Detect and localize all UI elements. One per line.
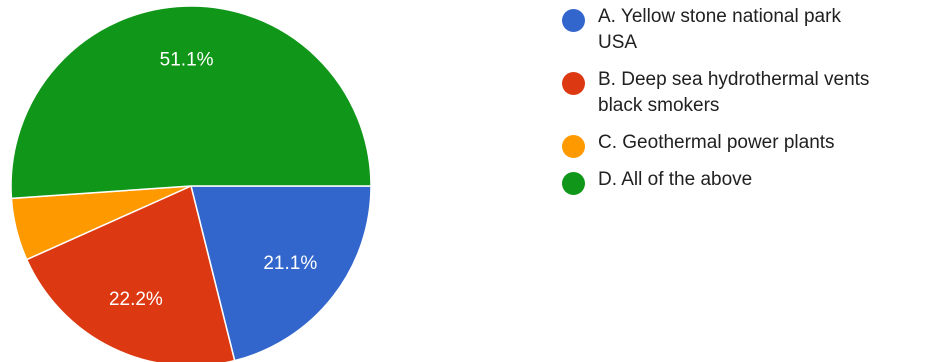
pie-slice-a[interactable] <box>190 185 372 362</box>
legend-label-b-line2: black smokers <box>598 95 720 116</box>
legend-label-b-line1: B. Deep sea hydrothermal vents <box>598 69 870 90</box>
legend-item-d[interactable]: D. All of the above <box>562 167 940 195</box>
pie-slice-b[interactable] <box>25 184 236 362</box>
legend-item-c[interactable]: C. Geothermal power plants <box>562 130 940 158</box>
legend-item-a[interactable]: A. Yellow stone national park USA <box>562 4 940 56</box>
slice-label-d: 51.1% <box>160 50 214 71</box>
legend-label-a-line2: USA <box>598 32 638 53</box>
legend-marker-d <box>562 172 585 195</box>
legend-label-c-line1: C. Geothermal power plants <box>598 132 835 153</box>
legend-item-b[interactable]: B. Deep sea hydrothermal vents black smo… <box>562 67 940 119</box>
legend-label-a-line1: A. Yellow stone national park <box>598 6 841 27</box>
pie-chart: 21.1% 22.2% 51.1% <box>10 5 372 362</box>
legend-marker-a <box>562 9 585 32</box>
legend-label-d-line1: D. All of the above <box>598 169 753 190</box>
pie-slice-d[interactable] <box>10 5 372 200</box>
legend-marker-c <box>562 135 585 158</box>
slice-label-a: 21.1% <box>263 253 317 274</box>
legend-marker-b <box>562 72 585 95</box>
legend: A. Yellow stone national park USA B. Dee… <box>562 4 940 204</box>
slice-label-b: 22.2% <box>109 289 163 310</box>
